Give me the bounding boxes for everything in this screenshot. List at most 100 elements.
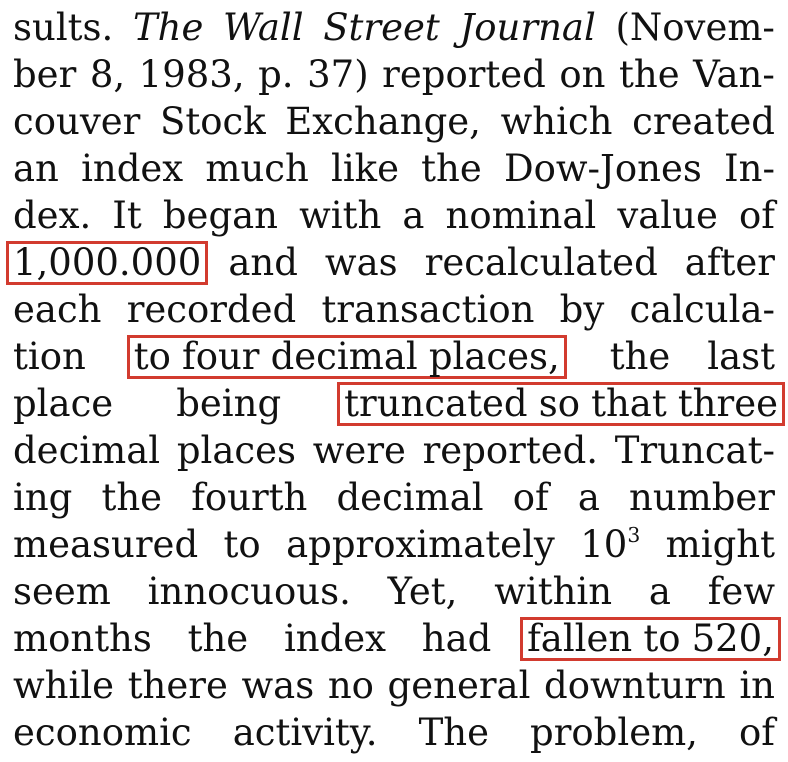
word: Dow-Jones: [503, 147, 702, 190]
word: Yet,: [387, 570, 458, 613]
word: 520,: [691, 617, 774, 660]
word: had: [421, 617, 492, 660]
word: places: [176, 429, 297, 472]
word: approximately: [286, 523, 555, 566]
word: four: [182, 335, 260, 378]
word: general: [387, 664, 531, 707]
highlight-precision: to four decimal places,: [126, 335, 567, 379]
text-line-14: months the index had fallen to 520,: [13, 615, 781, 663]
word: recalculated: [424, 241, 658, 284]
word: three: [677, 382, 778, 425]
word: Truncat-: [614, 429, 775, 472]
word: 8,: [89, 53, 126, 96]
word: after: [684, 241, 775, 284]
text-line-7: each recorded transaction by calcula-: [13, 286, 775, 334]
word: The: [418, 711, 489, 754]
text-line-8: tion to four decimal places, the last: [13, 333, 775, 381]
word: (Novem-: [615, 6, 775, 49]
word: tion: [13, 335, 86, 378]
word: a: [648, 570, 671, 613]
word: on: [559, 53, 606, 96]
word: fallen: [527, 617, 633, 660]
word: by: [559, 288, 605, 331]
text-line-10: decimal places were reported. Truncat-: [13, 427, 775, 475]
word: number: [628, 476, 775, 519]
word: problem,: [530, 711, 698, 754]
text-line-11: ing the fourth decimal of a number: [13, 474, 775, 522]
word: transaction: [321, 288, 535, 331]
highlight-truncation: truncated so that three: [337, 382, 785, 426]
word: to: [133, 335, 171, 378]
text-line-13: seem innocuous. Yet, within a few: [13, 568, 775, 616]
word: sults.: [13, 6, 114, 49]
word: were: [312, 429, 406, 472]
word: Van-: [693, 53, 775, 96]
word: of: [739, 711, 775, 754]
word: was: [241, 664, 315, 707]
journal-title-word: The: [132, 6, 204, 49]
word: the: [609, 335, 671, 378]
word: ing: [13, 476, 73, 519]
word: and: [228, 241, 298, 284]
text-line-9: place being truncated so that three: [13, 380, 785, 428]
word: might: [665, 523, 775, 566]
text-line-3: couver Stock Exchange, which created: [13, 98, 775, 146]
power-of-ten: 103: [580, 522, 641, 566]
word: Stock: [159, 100, 266, 143]
highlight-fall: fallen to 520,: [520, 617, 781, 661]
word: reported: [382, 53, 546, 96]
word: In-: [724, 147, 775, 190]
word: activity.: [232, 711, 378, 754]
word: index: [81, 147, 184, 190]
word: decimal: [270, 335, 418, 378]
word: of: [738, 194, 775, 237]
word: decimal: [336, 476, 484, 519]
word: the: [101, 476, 163, 519]
journal-title-word: Street: [323, 6, 440, 49]
word: last: [707, 335, 775, 378]
word: Exchange,: [285, 100, 481, 143]
word: ber: [13, 53, 77, 96]
word: so: [538, 382, 580, 425]
word: that: [591, 382, 667, 425]
word: with: [299, 194, 382, 237]
word: a: [577, 476, 600, 519]
word: each: [13, 288, 102, 331]
text-line-5: dex. It began with a nominal value of: [13, 192, 775, 240]
word: within: [494, 570, 613, 613]
word: value: [617, 194, 718, 237]
word: the: [187, 617, 249, 660]
word: of: [512, 476, 549, 519]
journal-title-word: Wall: [223, 6, 304, 49]
word: index: [283, 617, 387, 660]
text-line-2: ber 8, 1983, p. 37) reported on the Van-: [13, 51, 775, 99]
word: was: [324, 241, 398, 284]
word: dex.: [13, 194, 92, 237]
word: decimal: [13, 429, 161, 472]
word: the: [421, 147, 482, 190]
word: began: [162, 194, 279, 237]
word: fourth: [191, 476, 308, 519]
word: economic: [13, 711, 192, 754]
word: to: [643, 617, 681, 660]
word: reported.: [422, 429, 599, 472]
word: truncated: [344, 382, 528, 425]
text-line-15: while there was no general downturn in: [13, 662, 775, 710]
text-line-1: sults. The Wall Street Journal (Novem-: [13, 4, 775, 52]
exponent: 3: [627, 522, 641, 547]
word: 1983,: [138, 53, 245, 96]
word: seem: [13, 570, 111, 613]
text-line-12: measured to approximately 103 might: [13, 521, 775, 569]
word: recorded: [126, 288, 297, 331]
word: nominal: [445, 194, 597, 237]
word: It: [112, 194, 142, 237]
word: like: [331, 147, 399, 190]
word: 37): [307, 53, 369, 96]
journal-title-word: Journal: [459, 6, 596, 49]
text-line-6: 1,000.000 and was recalculated after: [6, 239, 775, 287]
word: there: [127, 664, 228, 707]
word: calcula-: [629, 288, 775, 331]
word: measured: [13, 523, 199, 566]
word: being: [176, 382, 282, 425]
